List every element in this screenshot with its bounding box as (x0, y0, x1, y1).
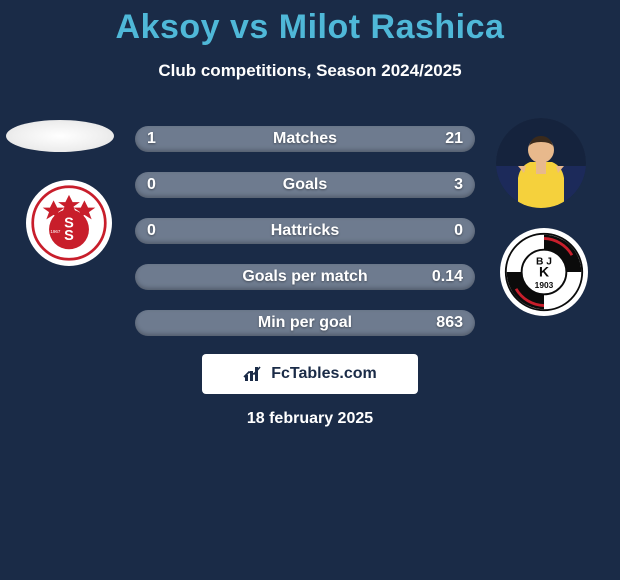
stat-left-value: 0 (147, 222, 156, 240)
brand-badge: FcTables.com (202, 354, 418, 394)
svg-text:1903: 1903 (535, 280, 554, 290)
stat-right-value: 0.14 (432, 268, 463, 286)
stat-row-min-per-goal: Min per goal 863 (135, 310, 475, 336)
sivasspor-icon: S S 1967 (30, 184, 108, 262)
stat-right-value: 0 (454, 222, 463, 240)
player-right-avatar (496, 118, 586, 208)
player-left-avatar (6, 120, 114, 152)
stat-label: Goals per match (242, 268, 367, 286)
stat-row-hattricks: 0 Hattricks 0 (135, 218, 475, 244)
subtitle: Club competitions, Season 2024/2025 (0, 61, 620, 81)
svg-text:K: K (539, 264, 549, 280)
stat-right-value: 21 (445, 130, 463, 148)
stat-row-goals: 0 Goals 3 (135, 172, 475, 198)
stat-right-value: 3 (454, 176, 463, 194)
club-left-logo: S S 1967 (26, 180, 112, 266)
besiktas-icon: B J K 1903 (503, 231, 585, 313)
svg-text:1967: 1967 (50, 229, 61, 234)
club-right-logo: B J K 1903 (500, 228, 588, 316)
chart-icon (243, 365, 265, 383)
stat-label: Matches (273, 130, 337, 148)
stat-right-value: 863 (436, 314, 463, 332)
player-photo-icon (496, 118, 586, 208)
brand-text: FcTables.com (271, 365, 377, 383)
svg-text:S: S (64, 228, 74, 244)
stat-left-value: 1 (147, 130, 156, 148)
page-title: Aksoy vs Milot Rashica (0, 0, 620, 47)
stat-row-goals-per-match: Goals per match 0.14 (135, 264, 475, 290)
stat-label: Min per goal (258, 314, 352, 332)
stat-left-value: 0 (147, 176, 156, 194)
stat-row-matches: 1 Matches 21 (135, 126, 475, 152)
stats-container: 1 Matches 21 0 Goals 3 0 Hattricks 0 Goa… (135, 126, 475, 356)
stat-label: Goals (283, 176, 327, 194)
stat-label: Hattricks (271, 222, 339, 240)
date-text: 18 february 2025 (0, 410, 620, 428)
